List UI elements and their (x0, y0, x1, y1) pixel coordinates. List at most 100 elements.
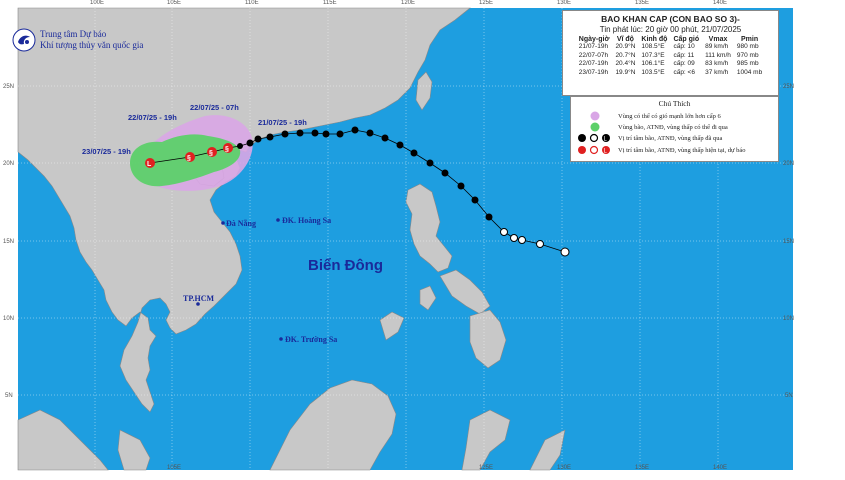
forecast-point (207, 147, 217, 157)
cell: 20.7°N (615, 51, 636, 59)
agency-logo-icon (12, 28, 36, 52)
hoang-sa-label: ĐK. Hoàng Sa (282, 216, 331, 225)
cell: cấp: 11 (673, 51, 695, 59)
svg-text:105E: 105E (167, 0, 181, 6)
legend-item-storm-zone: Vùng bão, ATNĐ, vùng thấp có thể đi qua (575, 122, 728, 132)
table-row: 23/07-19h 19.9°N 103.5°E cấp: <6 37 km/h… (576, 69, 765, 78)
hcm-marker (196, 302, 200, 306)
legend-panel: Chú Thích Vùng có thể có gió mạnh lớn hơ… (570, 96, 779, 162)
cell: 89 km/h (705, 43, 729, 50)
track-point-past (246, 139, 254, 147)
cell: 980 mb (736, 43, 759, 50)
svg-text:L: L (147, 161, 152, 168)
bulletin-title: BAO KHAN CAP (CON BAO SO 3)- (601, 14, 740, 24)
svg-text:140E: 140E (713, 0, 727, 6)
track-point-past (281, 130, 289, 138)
forecast-point-current (223, 143, 233, 153)
track-point-past (426, 159, 434, 167)
cell: 19.9°N (615, 68, 636, 76)
forecast-position-icons: L (578, 145, 610, 155)
svg-text:130E: 130E (557, 0, 571, 6)
cell: 22/07-07h (578, 51, 609, 59)
svg-text:§: § (225, 146, 229, 153)
svg-text:105E: 105E (167, 465, 181, 471)
track-point-past (351, 126, 359, 134)
legend-text: Vị trí tâm bão, ATNĐ, vùng thấp hiện tại… (618, 146, 746, 154)
track-point-past (471, 196, 479, 204)
da-nang-label: Đà Nẵng (226, 219, 256, 228)
track-point-past (536, 240, 544, 248)
col-wind-level: Cấp gió (673, 36, 700, 43)
past-position-icons: L (578, 133, 610, 143)
cell: 107.3°E (641, 51, 665, 59)
col-pmin: Pmin (740, 36, 759, 43)
legend-item-strong-wind: Vùng có thể có gió mạnh lớn hơn cấp 6 (575, 111, 721, 121)
cell: 111 km/h (705, 51, 731, 59)
svg-text:15N: 15N (783, 239, 794, 245)
track-point-past (500, 228, 508, 236)
svg-text:20N: 20N (783, 161, 794, 167)
track-point-past (396, 141, 404, 149)
svg-text:120E: 120E (401, 0, 415, 6)
forecast-point (185, 152, 195, 162)
svg-text:125E: 125E (479, 0, 493, 6)
truong-sa-marker (279, 337, 283, 341)
svg-text:15N: 15N (3, 239, 14, 245)
agency-line-1: Trung tâm Dự báo (40, 29, 107, 39)
timestamp-21-07-19h: 21/07/25 - 19h (258, 118, 307, 127)
cell: 20.9°N (615, 43, 636, 50)
track-point-past (266, 133, 274, 141)
svg-text:L: L (604, 137, 608, 143)
timestamp-23-07-19h: 23/07/25 - 19h (82, 147, 131, 156)
svg-text:100E: 100E (90, 0, 104, 6)
hoang-sa-marker (276, 218, 280, 222)
svg-text:L: L (604, 149, 608, 155)
svg-text:10N: 10N (3, 316, 14, 322)
bulletin-panel: BAO KHAN CAP (CON BAO SO 3)- Tin phát lú… (562, 10, 779, 96)
cell: 970 mb (736, 51, 759, 59)
col-datetime: Ngày-giờ (578, 36, 610, 43)
svg-text:115E: 115E (323, 0, 337, 6)
forecast-table: Ngày-giờ Vĩ độ Kinh độ Cấp gió Vmax Pmin… (576, 36, 765, 77)
past-positions (237, 126, 570, 257)
purple-zone-icon (590, 111, 600, 121)
legend-item-past: L Vị trí tâm bão, ATNĐ, vùng thấp đã qua (575, 133, 722, 143)
svg-text:25N: 25N (3, 84, 14, 90)
forecast-table-header: Ngày-giờ Vĩ độ Kinh độ Cấp gió Vmax Pmin (576, 36, 765, 43)
timestamp-22-07-07h: 22/07/25 - 07h (190, 103, 239, 112)
cell: cấp: 10 (673, 43, 695, 50)
svg-text:§: § (209, 150, 213, 157)
sea-label: Biển Đông (308, 257, 383, 274)
track-point-past (485, 213, 493, 221)
svg-text:130E: 130E (557, 465, 571, 471)
svg-text:§: § (187, 155, 191, 162)
cell: 21/07-19h (578, 43, 609, 50)
svg-text:20N: 20N (3, 161, 14, 167)
table-row: 22/07-19h 20.4°N 106.1°E cấp: 09 83 km/h… (576, 60, 765, 69)
green-zone-icon (590, 122, 600, 132)
hcm-label: TP.HCM (183, 294, 214, 303)
track-point-past (560, 247, 570, 257)
bulletin-issued: Tin phát lúc: 20 giờ 00 phút, 21/07/2025 (599, 25, 742, 34)
svg-text:140E: 140E (713, 465, 727, 471)
legend-text: Vị trí tâm bão, ATNĐ, vùng thấp đã qua (618, 134, 723, 142)
cell: 22/07-19h (578, 60, 609, 67)
cell: cấp: <6 (673, 68, 695, 76)
svg-text:5N: 5N (785, 393, 793, 399)
svg-text:125E: 125E (479, 465, 493, 471)
truong-sa-label: ĐK. Trường Sa (285, 335, 337, 344)
cell: cấp: 09 (673, 60, 695, 67)
col-lon: Kinh độ (641, 36, 668, 43)
cell: 37 km/h (705, 68, 729, 76)
legend-item-forecast: L Vị trí tâm bão, ATNĐ, vùng thấp hiện t… (575, 145, 746, 155)
track-point-past (510, 234, 518, 242)
svg-text:25N: 25N (783, 84, 794, 90)
legend-text: Vùng có thể có gió mạnh lớn hơn cấp 6 (618, 112, 721, 120)
svg-text:110E: 110E (245, 0, 259, 6)
lat-labels: 25N 20N 15N 10N 5N 25N 20N 15N 10N 5N (3, 84, 794, 399)
track-point-past (322, 130, 330, 138)
track-point-past (366, 129, 374, 137)
legend-title: Chú Thích (658, 99, 691, 108)
col-vmax: Vmax (708, 36, 728, 43)
track-point-past (237, 143, 243, 149)
